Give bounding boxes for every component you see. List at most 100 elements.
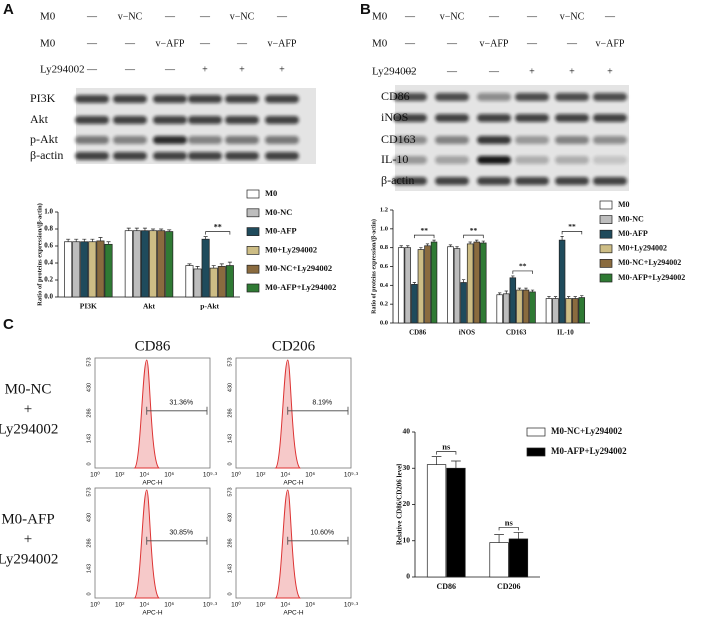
error-bar (451, 460, 461, 469)
bar (201, 238, 210, 298)
y-tick-label: 143 (86, 434, 92, 443)
blot-band (477, 93, 511, 101)
x-tick-label: 10⁹·³ (344, 602, 359, 609)
y-tick-label: 0.6 (380, 263, 389, 270)
blot-band (435, 93, 469, 101)
blot-band (188, 152, 222, 160)
x-tick-label: 10² (115, 472, 125, 479)
blot-band (113, 152, 147, 160)
blot-band (113, 116, 147, 124)
legend-label: M0+Ly294002 (618, 244, 667, 253)
x-tick-label: CD163 (506, 329, 527, 337)
y-tick-label: 0 (406, 572, 410, 581)
legend-swatch (599, 200, 613, 210)
x-tick-label: 10⁴ (139, 602, 149, 609)
error-bar (567, 296, 571, 299)
treatment-lane: — (446, 66, 458, 77)
row-label: + (24, 401, 32, 417)
legend-swatch (599, 259, 613, 268)
error-bar (461, 279, 466, 283)
treatment-name: M0 (372, 11, 388, 23)
treatment-lane: v−NC (230, 11, 255, 22)
y-tick-label: 1.0 (380, 225, 388, 232)
bar (225, 265, 234, 298)
y-tick-label: 286 (227, 408, 233, 417)
blot-band (265, 152, 299, 160)
blot-band (113, 136, 147, 144)
y-tick-label: 0 (86, 462, 92, 465)
x-axis-label: APC-H (142, 480, 163, 487)
blot-label: β-actin (30, 148, 63, 162)
error-bar (142, 227, 147, 231)
error-bar (227, 261, 232, 266)
legend-label: M0-AFP+Ly294002 (618, 273, 685, 282)
y-tick-label: 286 (86, 408, 92, 417)
x-tick-label: 10² (256, 472, 266, 479)
blot-band (393, 177, 427, 185)
y-tick-label: 573 (86, 357, 92, 366)
blot-band (477, 136, 511, 144)
y-tick-label: 430 (227, 383, 233, 392)
treatment-name: Ly294002 (372, 66, 417, 78)
treatment-lane: + (279, 64, 285, 75)
x-tick-label: CD206 (497, 582, 521, 591)
panel-label: B (360, 1, 371, 18)
legend-label: M0-NC+Ly294002 (551, 426, 623, 436)
error-bar (431, 456, 442, 465)
x-tick-label: 10⁹·³ (203, 472, 218, 479)
gate-percent: 8.19% (312, 400, 332, 407)
treatment-lane: — (488, 66, 500, 77)
error-bar (432, 239, 436, 243)
blot-band (435, 136, 469, 144)
bar (193, 268, 202, 298)
error-bar (151, 228, 156, 231)
error-bar (425, 243, 430, 246)
significance-bracket (561, 231, 583, 235)
bar (480, 242, 487, 324)
bar (185, 265, 194, 298)
legend-label: M0 (618, 200, 630, 209)
blot-band (515, 177, 549, 185)
blot-band (555, 93, 589, 101)
blot-band (555, 136, 589, 144)
column-header: CD86 (135, 338, 171, 354)
blot-band (477, 177, 511, 185)
blot-band (555, 114, 589, 122)
bar (96, 240, 105, 298)
blot-band (225, 136, 259, 144)
bar (209, 267, 218, 298)
y-tick-label: 430 (86, 383, 92, 392)
error-bar (203, 236, 208, 240)
treatment-lane: — (124, 64, 136, 75)
treatment-name: M0 (40, 38, 56, 50)
error-bar (573, 296, 577, 299)
treatment-lane: — (86, 64, 98, 75)
y-tick-label: 0.0 (44, 293, 53, 301)
blot-band (265, 116, 299, 124)
blot-band (593, 114, 627, 122)
error-bar (90, 238, 95, 242)
blot-band (515, 156, 549, 164)
legend-label: M0-AFP (265, 226, 297, 236)
bar (426, 464, 447, 578)
gate-percent: 31.36% (169, 400, 193, 407)
x-axis-label: APC-H (283, 610, 304, 617)
significance-label: ** (470, 226, 478, 235)
treatment-lane: + (202, 64, 208, 75)
x-tick-label: 10⁶ (164, 602, 174, 609)
legend-label: M0-NC (618, 214, 644, 223)
legend-swatch (246, 189, 260, 199)
bar (411, 284, 418, 324)
y-tick-label: 430 (86, 513, 92, 522)
y-tick-label: 286 (86, 538, 92, 547)
y-tick-label: 1.0 (44, 208, 53, 216)
x-tick-label: IL-10 (557, 329, 574, 337)
legend-label: M0-AFP+Ly294002 (265, 282, 336, 292)
legend-label: M0+Ly294002 (265, 244, 317, 254)
error-bar (82, 238, 87, 242)
x-tick-label: p-Akt (200, 302, 219, 311)
blot-band (593, 156, 627, 164)
y-tick-label: 0.4 (380, 282, 389, 289)
significance-bracket (205, 231, 231, 235)
bar (571, 298, 579, 324)
